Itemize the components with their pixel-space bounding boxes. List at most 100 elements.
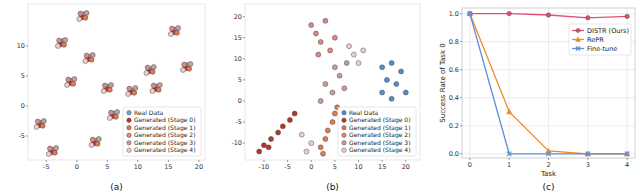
marker-circle (299, 132, 304, 137)
tick-mark (26, 76, 28, 77)
panel: 012340.00.20.40.60.81.0TaskSuccess Rate … (439, 8, 635, 192)
legend-box (123, 107, 201, 156)
marker-circle (356, 61, 361, 66)
marker-circle (304, 149, 309, 154)
x-tick-label: 0 (75, 163, 79, 171)
tick-mark (243, 79, 245, 80)
marker-circle (287, 117, 292, 122)
tick-mark (334, 160, 335, 162)
marker-circle (261, 143, 266, 148)
marker-circle (337, 73, 342, 78)
marker-circle (188, 62, 193, 67)
marker-circle (57, 38, 62, 43)
marker-circle (107, 87, 112, 92)
x-tick-label: 1 (507, 161, 511, 169)
marker-circle (168, 32, 173, 37)
x-tick-label: 5 (105, 163, 109, 171)
grid-line (462, 69, 635, 70)
y-tick-label: 0 (21, 102, 25, 110)
x-tick-label: -5 (43, 163, 49, 171)
tick-mark (460, 97, 462, 98)
tick-mark (405, 160, 406, 162)
marker-circle (127, 126, 131, 130)
x-tick-label: 0 (468, 161, 472, 169)
y-tick-label: 0.6 (449, 66, 459, 74)
figure: -505101520-50510(a)Real DataGenerated (S… (0, 0, 640, 195)
tick-mark (243, 100, 245, 101)
y-axis-label: Success Rate of Task 0 (439, 43, 447, 122)
marker-circle (389, 61, 394, 66)
y-tick-label: 5 (238, 76, 242, 84)
x-tick-label: -5 (284, 163, 290, 171)
marker-circle (323, 82, 328, 87)
marker-circle (150, 69, 155, 74)
marker-circle (344, 61, 349, 66)
tick-mark (460, 125, 462, 126)
y-tick-label: 1.0 (449, 10, 459, 18)
y-tick-label: -5 (19, 132, 25, 140)
legend-label: Real Data (134, 109, 163, 116)
tick-mark (548, 158, 549, 160)
marker-circle (384, 77, 389, 82)
marker-circle (127, 133, 131, 137)
x-tick-label: 20 (402, 163, 410, 171)
marker-circle (342, 86, 347, 91)
marker-x (586, 152, 590, 156)
grid-line (462, 125, 635, 126)
marker-circle (361, 48, 366, 53)
marker-circle (109, 83, 114, 88)
marker-circle (127, 118, 131, 122)
marker-circle (332, 111, 337, 116)
marker-circle (71, 81, 76, 86)
panel: -505101520-50510(a)Real DataGenerated (S… (17, 4, 205, 192)
tick-mark (460, 13, 462, 14)
x-tick-label: 15 (378, 163, 386, 171)
x-tick-label: 5 (333, 163, 337, 171)
marker-circle (95, 141, 100, 146)
marker-circle (276, 130, 281, 135)
marker-circle (318, 98, 323, 103)
marker-circle (150, 89, 155, 94)
tick-mark (243, 58, 245, 59)
marker-circle (89, 57, 94, 62)
marker-circle (102, 83, 107, 88)
legend: DISTR (Ours)RePRFine-tune (569, 24, 631, 55)
y-tick-label: 5 (21, 72, 25, 80)
grid-line (462, 97, 635, 98)
grid-line (509, 8, 510, 158)
marker-circle (292, 111, 297, 116)
marker-circle (151, 65, 156, 70)
marker-circle (151, 83, 156, 88)
tick-mark (509, 158, 510, 160)
marker-circle (46, 152, 51, 157)
marker-circle (389, 96, 394, 101)
plot-frame (245, 4, 420, 160)
marker-circle (115, 110, 120, 115)
tick-mark (311, 160, 312, 162)
marker-circle (321, 151, 326, 156)
y-tick-label: 0.0 (449, 150, 459, 158)
marker-circle (394, 82, 399, 87)
marker-circle (347, 44, 352, 49)
marker-circle (269, 136, 274, 141)
marker-circle (127, 86, 132, 91)
marker-circle (34, 125, 39, 130)
plot-frame (28, 4, 205, 160)
tick-mark (107, 160, 108, 162)
marker-circle (66, 77, 71, 82)
tick-mark (587, 158, 588, 160)
tick-mark (358, 160, 359, 162)
x-tick-label: 20 (195, 163, 203, 171)
marker-circle (380, 90, 385, 95)
marker-circle (330, 90, 335, 95)
y-tick-label: 0 (238, 97, 242, 105)
marker-circle (316, 52, 321, 57)
marker-circle (127, 148, 131, 152)
marker-circle (332, 65, 337, 70)
marker-circle (84, 53, 89, 58)
marker-circle (55, 44, 60, 49)
marker-circle (77, 17, 82, 22)
marker-circle (380, 65, 385, 70)
tick-mark (243, 37, 245, 38)
grid-line (548, 8, 549, 158)
